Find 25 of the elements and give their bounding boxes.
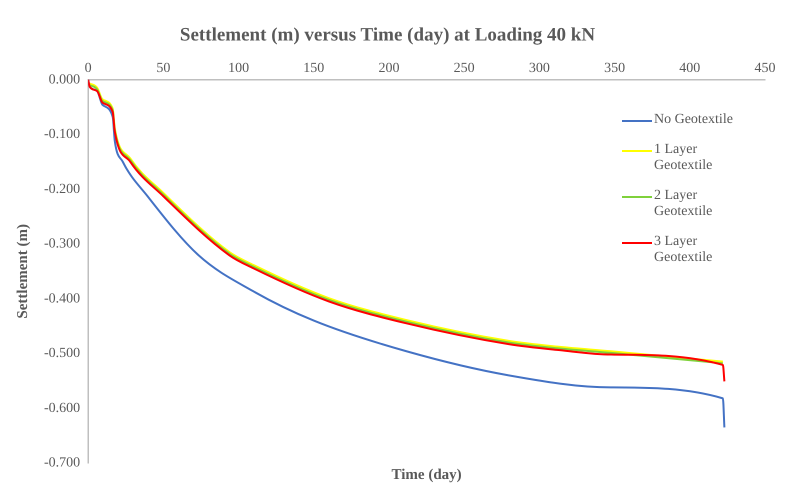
chart-title: Settlement (m) versus Time (day) at Loading 40 kN [180,24,596,46]
legend-label: 1 Layer Geotextile [654,142,714,174]
legend-label: 3 Layer Geotextile [654,234,714,266]
x-tick-label: 200 [378,60,400,76]
x-axis-title: Time (day) [392,466,462,483]
x-tick-label: 350 [604,60,626,76]
x-tick-label: 50 [156,60,170,76]
x-tick-label: 250 [454,60,475,76]
x-tick-label: 400 [679,60,700,76]
x-tick-label: 450 [754,60,776,76]
y-tick-label: 0.000 [48,72,80,88]
y-tick-label: -0.700 [44,456,80,471]
legend-label: 2 Layer Geotextile [654,188,714,220]
y-tick-label: -0.600 [44,400,80,416]
x-tick-label: 300 [528,60,550,76]
y-tick-label: -0.500 [44,346,80,362]
x-tick-label: 0 [84,60,92,76]
x-tick-label: 150 [303,60,324,76]
y-axis-title: Settlement (m) [14,224,31,319]
y-tick-label: -0.200 [44,182,80,197]
x-tick-label: 100 [228,60,250,76]
y-tick-label: -0.100 [44,127,80,142]
legend-label: No Geotextile [654,112,733,128]
y-tick-label: -0.300 [44,236,80,252]
y-tick-label: -0.400 [44,291,80,306]
